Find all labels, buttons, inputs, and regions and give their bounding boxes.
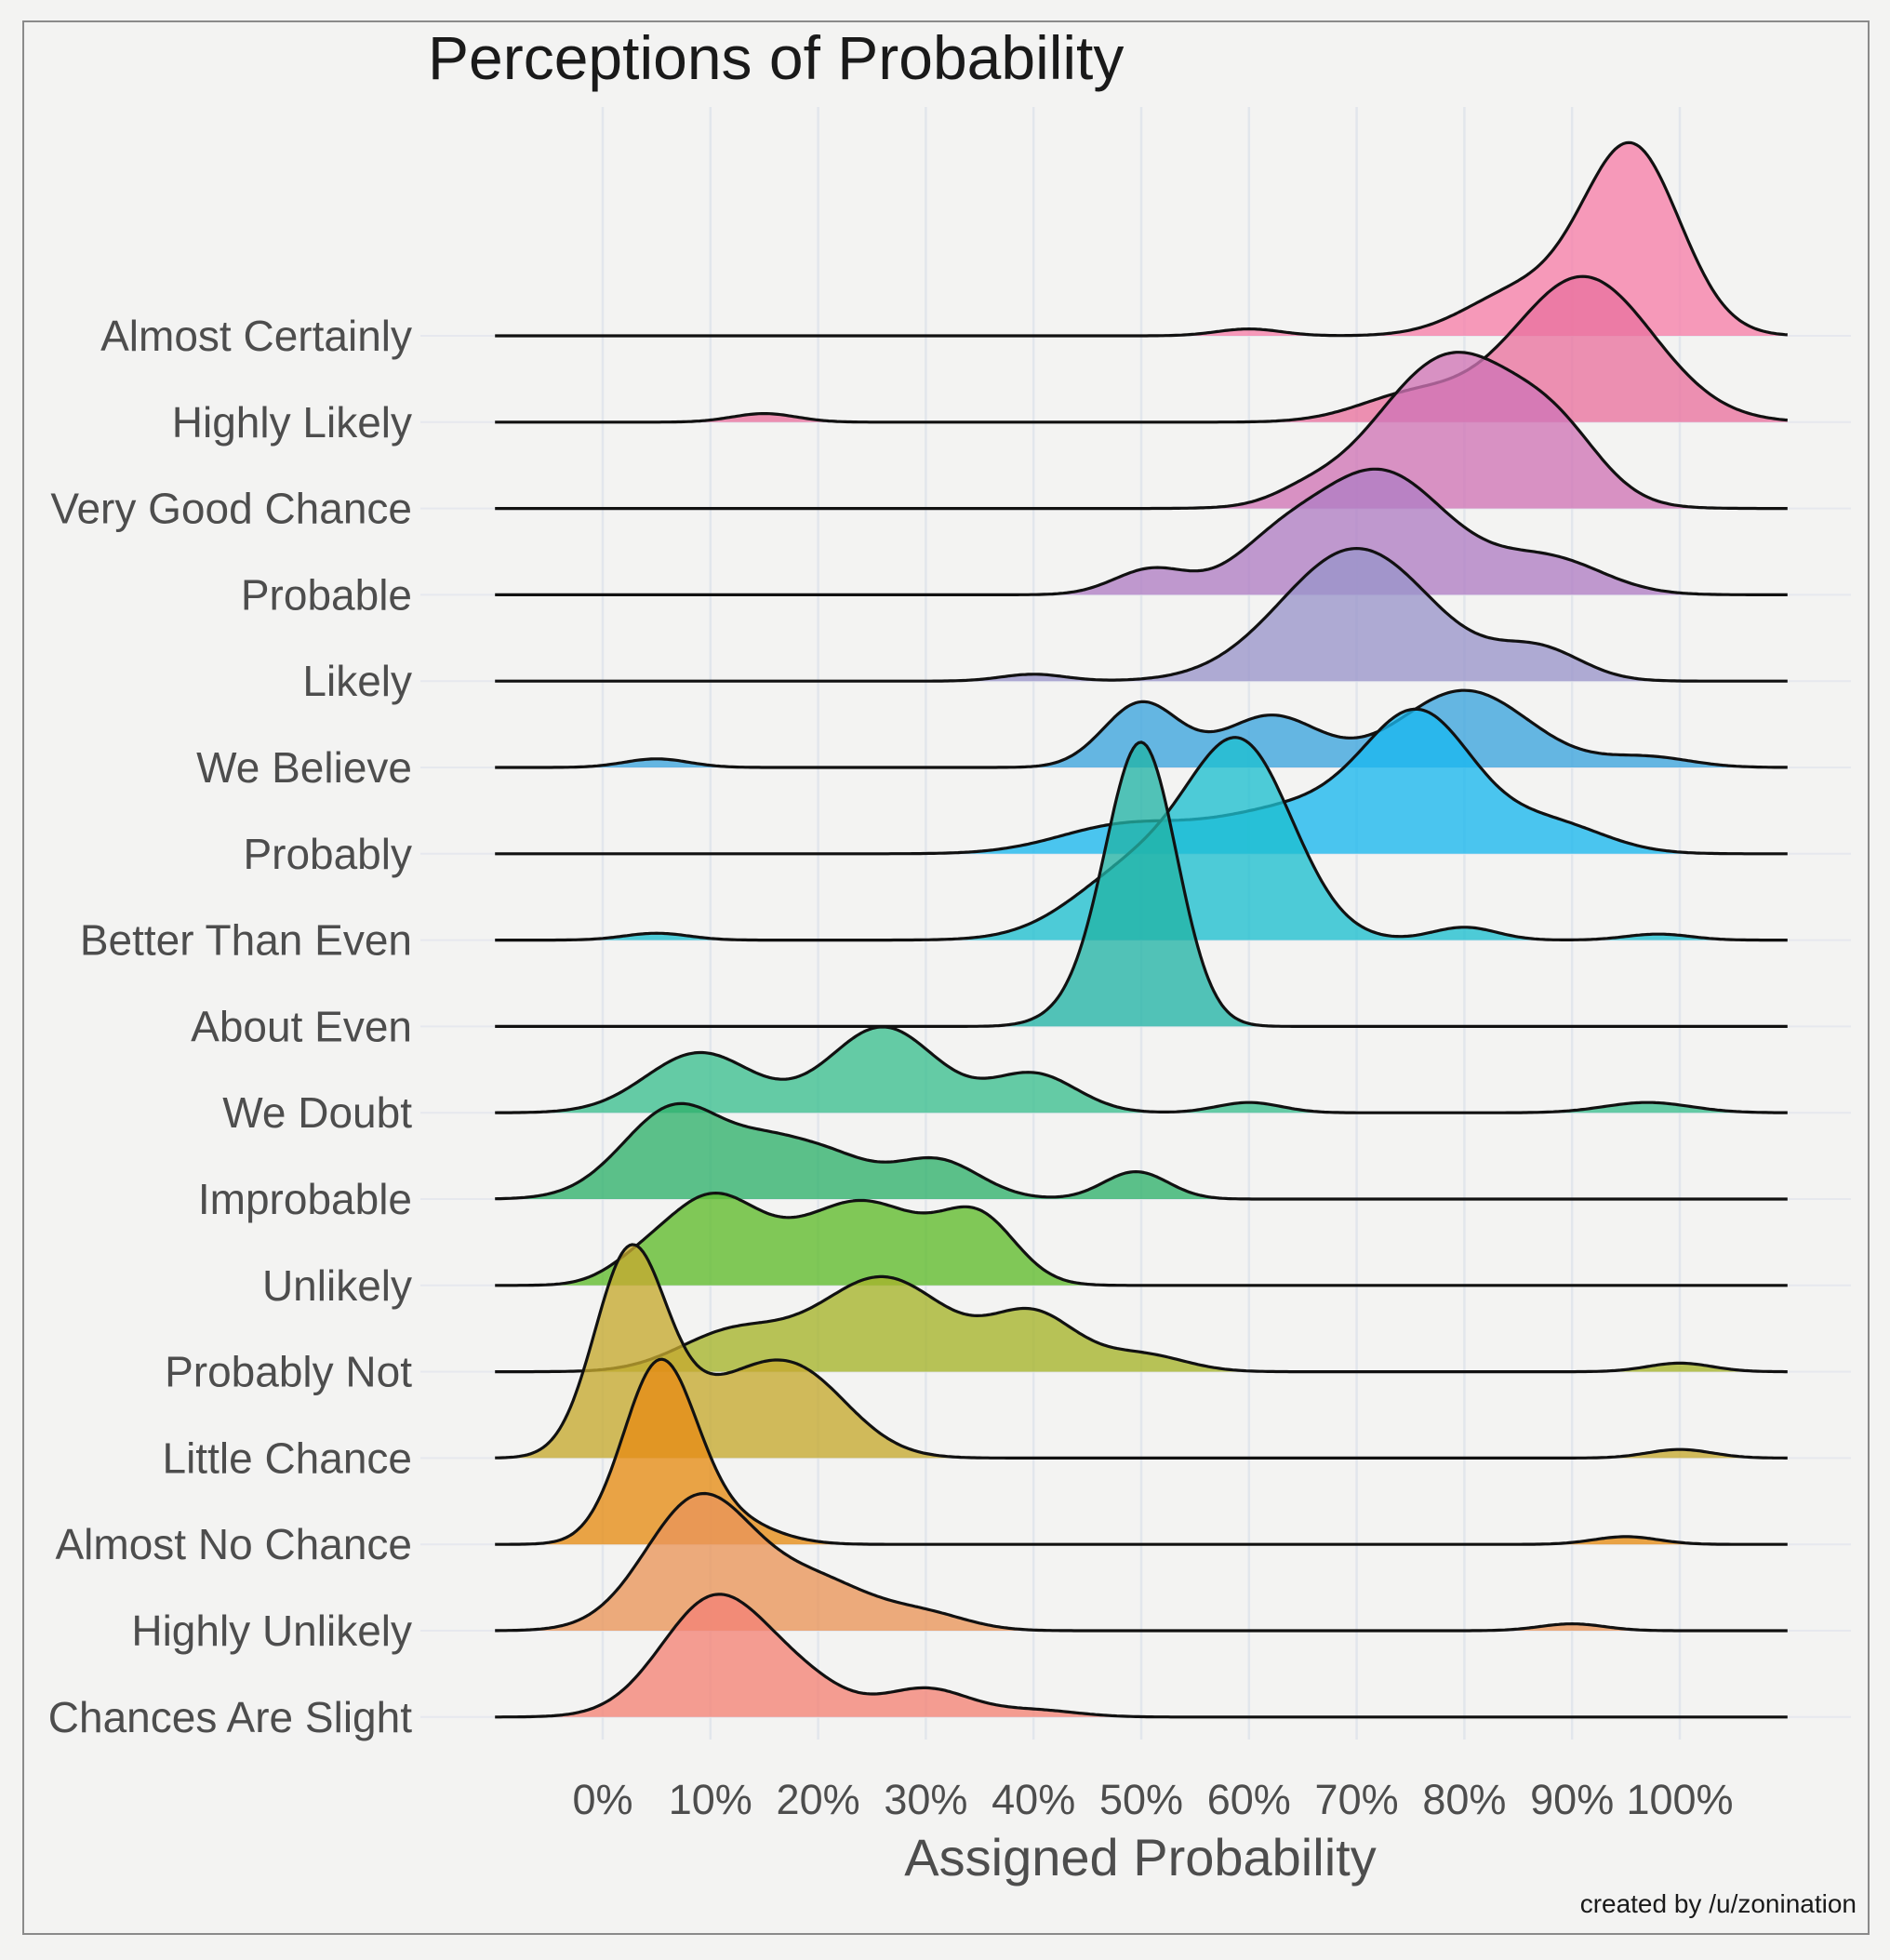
x-tick-label: 20% [777,1776,860,1823]
chart-title: Perceptions of Probability [428,23,1124,92]
category-label-we-doubt: We Doubt [222,1088,412,1137]
ridge-line-almost-no-chance [495,1357,1788,1546]
ridge-area-likely [495,548,1788,682]
ridge-area-probably-not [495,1276,1788,1372]
category-label-very-good-chance: Very Good Chance [50,485,412,533]
ridge-line-highly-likely [495,274,1788,424]
category-label-highly-likely: Highly Likely [172,398,412,447]
ridge-line-we-doubt [495,1025,1788,1114]
ridge-line-almost-certainly [495,140,1788,338]
ridge-layer [495,140,1788,1719]
x-tick-label: 30% [884,1776,967,1823]
category-labels: Almost Certainly Highly Likely Very Good C… [48,312,412,1741]
category-label-likely: Likely [302,657,412,705]
x-tick-label: 0% [572,1776,632,1823]
x-tick-label: 40% [992,1776,1075,1823]
category-label-probably-not: Probably Not [165,1348,412,1396]
ridge-line-likely [495,547,1788,683]
ridge-line-chances-are-slight [495,1593,1788,1719]
ridge-area-probable [495,469,1788,595]
ridge-area-chances-are-slight [495,1593,1788,1717]
ridge-area-improbable [495,1103,1788,1199]
x-tick-label: 70% [1315,1776,1399,1823]
category-label-about-even: About Even [191,1002,412,1050]
ridge-line-probably-not [495,1274,1788,1374]
ridge-area-highly-unlikely [495,1493,1788,1631]
category-label-probable: Probable [241,570,412,619]
ridge-area-we-doubt [495,1026,1788,1113]
x-axis-title: Assigned Probability [904,1828,1376,1887]
ridge-line-highly-unlikely [495,1491,1788,1633]
credit-text: created by /u/zonination [1580,1889,1857,1918]
category-label-little-chance: Little Chance [163,1433,413,1482]
x-tick-label: 90% [1530,1776,1614,1823]
ridge-area-almost-certainly [495,142,1788,336]
x-tick-label: 50% [1099,1776,1183,1823]
category-label-better-than-even: Better Than Even [80,916,412,965]
ridge-line-we-believe [495,688,1788,769]
category-label-probably: Probably [243,830,412,878]
x-tick-label: 80% [1422,1776,1506,1823]
ridge-line-little-chance [495,1243,1788,1460]
x-tick-label: 100% [1626,1776,1733,1823]
category-label-highly-unlikely: Highly Unlikely [131,1607,412,1655]
category-label-chances-are-slight: Chances Are Slight [48,1693,412,1741]
ridge-line-probable [495,467,1788,596]
ridge-area-almost-no-chance [495,1359,1788,1545]
category-label-unlikely: Unlikely [262,1261,412,1310]
x-tick-label: 10% [669,1776,752,1823]
ridge-area-unlikely [495,1193,1788,1286]
category-label-almost-certainly: Almost Certainly [100,312,412,360]
x-axis-ticks: 0% 10% 20% 30% 40% 50% 60% 70% 80% 90% 100% [572,1776,1733,1823]
ridge-line-unlikely [495,1192,1788,1287]
ridge-area-little-chance [495,1244,1788,1459]
ridge-line-about-even [495,740,1788,1028]
category-label-almost-no-chance: Almost No Chance [56,1520,413,1568]
ridge-line-very-good-chance [495,351,1788,511]
x-tick-label: 60% [1207,1776,1291,1823]
category-label-we-believe: We Believe [196,743,412,792]
ridge-area-about-even [495,741,1788,1027]
ridge-area-probably [495,709,1788,854]
category-label-improbable: Improbable [198,1175,412,1223]
ridge-area-very-good-chance [495,352,1788,509]
ridge-line-improbable [495,1101,1788,1201]
